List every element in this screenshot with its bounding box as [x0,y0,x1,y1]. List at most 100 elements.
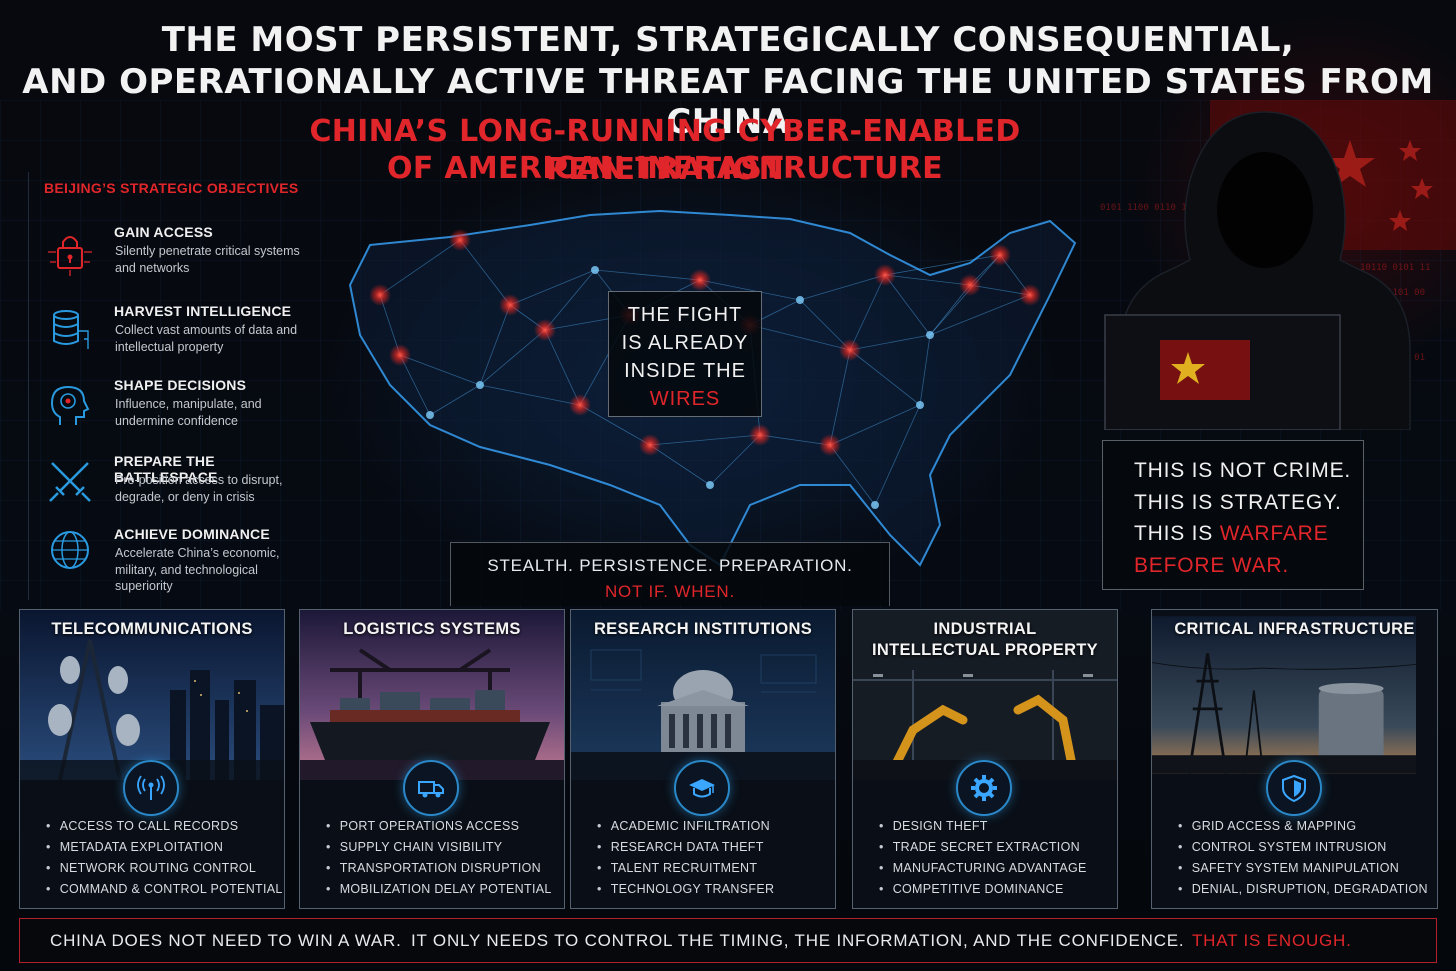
sector-badge [674,760,730,816]
network-link [649,434,761,446]
network-link [459,239,511,306]
threat-node [689,269,711,291]
network-node [916,401,924,409]
objective-title: PREPARE THE BATTLESPACE [114,453,218,485]
network-link [759,434,831,446]
sector-title: LOGISTICS SYSTEMS [343,620,521,638]
network-node [476,381,484,389]
sector-bullets: DESIGN THEFT TRADE SECRET EXTRACTION MAN… [879,816,1087,900]
stealth-line-2: NOT IF. WHEN. [604,582,736,601]
threat-node [1019,284,1041,306]
threat-node [639,434,661,456]
sector-title: INDUSTRIAL INTELLECTUAL PROPERTY [871,620,1098,659]
threat-node [989,244,1011,266]
svg-text:10110 0101 11: 10110 0101 11 [1360,263,1430,273]
objective-harvest-intelligence: HARVEST INTELLIGENCE Collect vast amount… [44,303,297,373]
globe-icon [51,531,89,569]
stealth-line-1: STEALTH. PERSISTENCE. PREPARATION. [487,556,853,575]
list-item: MOBILIZATION DELAY POTENTIAL [326,879,552,900]
list-item: PORT OPERATIONS ACCESS [326,816,552,837]
sector-badge [123,760,179,816]
sector-research-institutions: RESEARCH INSTITUTIONS ACADEMIC INFILTRAT… [570,609,836,909]
warfare-line-1: THIS IS NOT CRIME. [1134,459,1352,482]
footer-banner: CHINA DOES NOT NEED TO WIN A WAR. IT ONL… [19,918,1437,963]
network-link [579,404,651,446]
campus-scene-illustration [571,610,835,780]
list-item: ACADEMIC INFILTRATION [597,816,774,837]
flag-stars-icon [1325,140,1433,231]
threat-node [499,294,521,316]
gear-icon [971,775,997,801]
threat-node [449,229,471,251]
list-item: DENIAL, DISRUPTION, DEGRADATION [1178,879,1428,900]
threat-node [959,274,981,296]
warfare-highlight: WARFARE [1219,522,1329,545]
network-link [649,444,711,486]
network-link [849,334,931,351]
objective-description: Silently penetrate critical systems and … [115,244,300,275]
sector-badge [1266,760,1322,816]
sector-telecommunications: TELECOMMUNICATIONS ACCESS TO CALL RECORD… [19,609,285,909]
warfare-line-2: THIS IS STRATEGY. [1134,490,1342,514]
list-item: ACCESS TO CALL RECORDS [46,816,283,837]
network-node [591,266,599,274]
network-link [919,334,931,406]
network-link [709,434,761,486]
network-link [429,384,481,416]
list-item: CONTROL SYSTEM INTRUSION [1178,837,1428,858]
objective-title: GAIN ACCESS [114,224,213,240]
list-item: COMMAND & CONTROL POTENTIAL [46,879,283,900]
network-link [379,239,461,296]
objective-title: ACHIEVE DOMINANCE [114,526,270,542]
fight-line-2: IS ALREADY [621,332,749,354]
network-link [799,274,886,301]
network-link [929,254,1001,336]
list-item: MANUFACTURING ADVANTAGE [879,858,1087,879]
objective-shape-decisions: SHAPE DECISIONS Influence, manipulate, a… [44,377,294,447]
warfare-line-4: BEFORE WAR. [1134,553,1290,577]
objective-description: Pre-position access to disrupt, degrade,… [115,473,283,504]
list-item: SUPPLY CHAIN VISIBILITY [326,837,552,858]
threat-node [819,434,841,456]
fight-line-1: THE FIGHT [627,304,743,326]
sector-badge [403,760,459,816]
list-item: COMPETITIVE DOMINANCE [879,879,1087,900]
list-item: TRADE SECRET EXTRACTION [879,837,1087,858]
network-link [829,444,876,506]
svg-text:0101 1100 0110 1011: 0101 1100 0110 1011 [1100,203,1203,213]
headline-line-1: THE MOST PERSISTENT, STRATEGICALLY CONSE… [161,20,1295,60]
headline-line-2: AND OPERATIONALLY ACTIVE THREAT FACING T… [22,62,1434,142]
threat-node [534,319,556,341]
footer-text-1: CHINA DOES NOT NEED TO WIN A WAR. [50,931,402,950]
sector-title: TELECOMMUNICATIONS [51,620,253,638]
objective-achieve-dominance: ACHIEVE DOMINANCE Accelerate China’s eco… [44,526,294,596]
network-link [479,384,581,406]
network-link [594,269,701,281]
threat-node [839,339,861,361]
threat-node [749,424,771,446]
footer-text-2: IT ONLY NEEDS TO CONTROL THE TIMING, THE… [411,931,1185,950]
network-link [699,279,801,301]
sector-critical-infrastructure: CRITICAL INFRASTRUCTURE GRID ACCESS & MA… [1151,609,1438,909]
fight-line-3: INSIDE THE [624,360,746,382]
list-item: TECHNOLOGY TRANSFER [597,879,774,900]
stealth-callout: STEALTH. PERSISTENCE. PREPARATION. NOT I… [450,542,890,606]
network-link [849,274,886,351]
graduation-cap-icon [689,779,715,798]
objective-title: HARVEST INTELLIGENCE [114,303,292,319]
list-item: SAFETY SYSTEM MANIPULATION [1178,858,1428,879]
list-item: RESEARCH DATA THEFT [597,837,774,858]
network-link [849,349,921,406]
sector-bullets: ACADEMIC INFILTRATION RESEARCH DATA THEF… [597,816,774,900]
objectives-title: BEIJING’S STRATEGIC OBJECTIVES [44,180,299,196]
footer-text-3: THAT IS ENOUGH. [1192,931,1352,950]
warfare-callout: THIS IS NOT CRIME. THIS IS STRATEGY. THI… [1102,440,1364,590]
network-link [874,404,921,506]
sector-bullets: ACCESS TO CALL RECORDS METADATA EXPLOITA… [46,816,283,900]
threat-node [569,394,591,416]
network-link [479,304,511,386]
shield-icon [1282,774,1306,802]
network-link [929,294,1031,336]
subheadline-line-1: CHINA’S LONG-RUNNING CYBER-ENABLED PENET… [309,114,1021,187]
fight-line-4: WIRES [649,388,721,410]
